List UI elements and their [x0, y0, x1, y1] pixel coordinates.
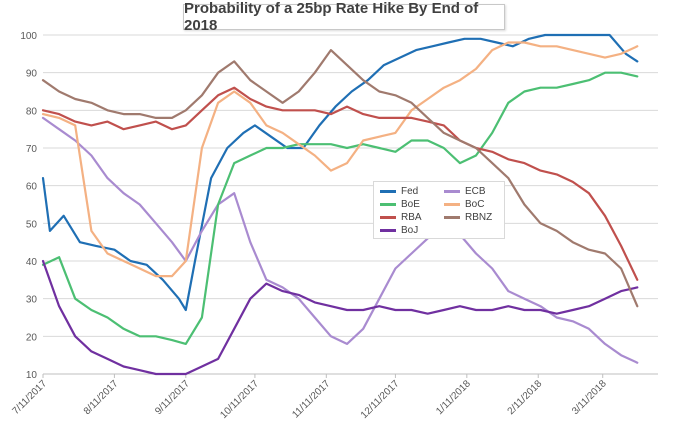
- series-line-rbnz: [41, 48, 639, 308]
- series-line-fed: [41, 33, 639, 312]
- legend-item-boc: BoC: [444, 197, 484, 211]
- chart-legend: Fed ECB BoE BoC RBA RBNZ BoJ: [373, 181, 505, 239]
- legend-item-boe: BoE: [380, 197, 420, 211]
- legend-label: BoC: [465, 198, 485, 210]
- y-tick-label: 30: [26, 295, 38, 306]
- legend-item-rba: RBA: [380, 210, 422, 224]
- x-tick-label: 3/11/2018: [570, 378, 609, 417]
- series-line-rba: [41, 86, 639, 281]
- series-line-boc: [41, 41, 639, 278]
- x-tick-label: 8/11/2017: [82, 378, 121, 417]
- y-tick-label: 80: [26, 106, 38, 117]
- legend-label: RBNZ: [465, 211, 493, 223]
- x-tick-label: 12/11/2017: [359, 378, 402, 421]
- legend-swatch: [444, 202, 460, 206]
- legend-label: RBA: [401, 211, 422, 223]
- y-tick-label: 20: [26, 332, 38, 343]
- chart-title: Probability of a 25bp Rate Hike By End o…: [183, 0, 505, 34]
- series-line-boe: [41, 71, 639, 345]
- legend-swatch: [380, 202, 396, 206]
- y-tick-label: 90: [26, 69, 38, 80]
- series-line-ecb: [41, 116, 639, 364]
- legend-swatch: [380, 228, 396, 232]
- x-tick-label: 10/11/2017: [218, 378, 261, 421]
- legend-swatch: [444, 189, 460, 193]
- legend-label: Fed: [401, 185, 419, 197]
- legend-swatch: [444, 215, 460, 219]
- legend-item-fed: Fed: [380, 184, 418, 198]
- x-tick-label: 2/11/2018: [506, 378, 545, 417]
- x-tick-label: 9/11/2017: [153, 378, 192, 417]
- x-tick-label: 7/11/2017: [10, 378, 49, 417]
- legend-swatch: [380, 215, 396, 219]
- legend-label: BoE: [401, 198, 420, 210]
- legend-swatch: [380, 189, 396, 193]
- legend-item-boj: BoJ: [380, 223, 418, 237]
- legend-item-ecb: ECB: [444, 184, 486, 198]
- legend-item-rbnz: RBNZ: [444, 210, 492, 224]
- y-tick-label: 70: [26, 144, 38, 155]
- legend-label: BoJ: [401, 224, 419, 236]
- x-tick-label: 1/11/2018: [434, 378, 473, 417]
- y-tick-label: 40: [26, 257, 38, 268]
- y-tick-label: 10: [26, 370, 38, 381]
- y-tick-label: 50: [26, 219, 38, 230]
- y-tick-label: 100: [20, 31, 37, 42]
- series-line-boj: [41, 259, 639, 376]
- x-tick-label: 11/11/2017: [290, 378, 332, 420]
- legend-label: ECB: [465, 185, 486, 197]
- y-tick-label: 60: [26, 182, 38, 193]
